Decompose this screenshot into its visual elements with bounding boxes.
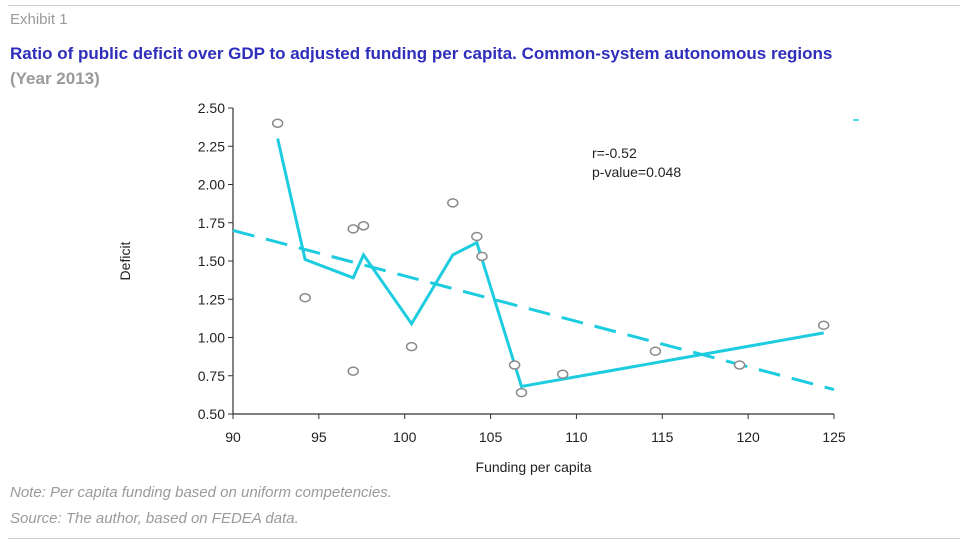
- y-tick-label: 1.00: [198, 330, 225, 346]
- data-point: [299, 292, 311, 303]
- note-text: Note: Per capita funding based on unifor…: [10, 484, 392, 501]
- y-tick-label: 1.75: [198, 215, 225, 231]
- y-tick-label: 1.25: [198, 291, 225, 307]
- y-tick-label: 1.50: [198, 253, 225, 269]
- x-tick-label: 120: [736, 429, 760, 445]
- data-point: [649, 346, 662, 357]
- y-tick-label: 0.50: [198, 406, 225, 422]
- data-point: [476, 251, 488, 262]
- points-layer: [271, 118, 830, 398]
- y-tick-label: 2.25: [198, 138, 225, 154]
- y-tick-label: 0.75: [198, 368, 225, 384]
- y-axis-title: Deficit: [117, 241, 133, 280]
- x-tick-label: 90: [225, 429, 241, 445]
- x-tick-label: 115: [651, 429, 674, 445]
- labels-layer: r=-0.52 p-value=0.048: [592, 145, 681, 180]
- x-tick-label: 105: [479, 429, 503, 445]
- series-line: [276, 138, 824, 389]
- x-tick-label: 95: [311, 429, 327, 445]
- trend-line: [232, 228, 835, 391]
- x-tick-label: 125: [822, 429, 846, 445]
- x-tick-label: 100: [393, 429, 417, 445]
- data-point: [733, 360, 746, 370]
- data-point: [271, 118, 284, 129]
- annotation-text: p-value=0.048: [592, 164, 681, 180]
- annotation-text: r=-0.52: [592, 145, 637, 161]
- data-point: [556, 369, 569, 379]
- data-point: [347, 366, 359, 376]
- y-tick-label: 2.00: [198, 177, 225, 193]
- source-text: Source: The author, based on FEDEA data.: [10, 510, 299, 527]
- data-point: [508, 360, 521, 370]
- data-point: [405, 341, 418, 352]
- data-point: [357, 221, 370, 231]
- data-point: [347, 224, 359, 234]
- data-point: [817, 320, 830, 331]
- exhibit-label: Exhibit 1: [10, 11, 68, 28]
- trend-layer: [232, 228, 835, 391]
- data-point: [515, 387, 528, 398]
- x-tick-label: 110: [565, 429, 588, 445]
- data-point: [471, 231, 483, 242]
- x-axis-title: Funding per capita: [476, 459, 592, 475]
- bottom-divider: [8, 538, 960, 539]
- chart-subtitle: (Year 2013): [10, 69, 100, 88]
- line-layer: [276, 138, 824, 389]
- y-tick-label: 2.50: [198, 100, 225, 116]
- data-point: [447, 198, 459, 208]
- chart-title: Ratio of public deficit over GDP to adju…: [10, 44, 833, 63]
- top-divider: [8, 5, 960, 6]
